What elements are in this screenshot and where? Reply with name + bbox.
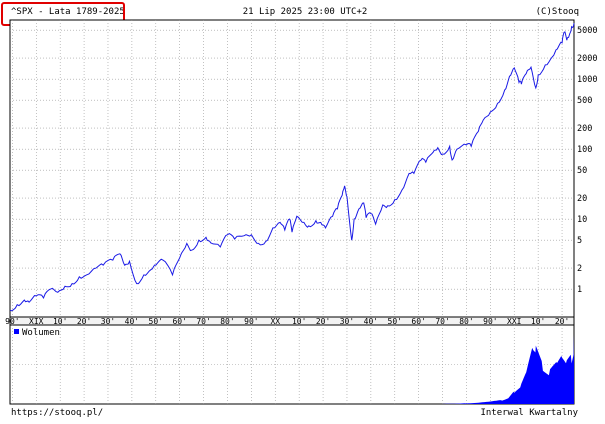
volume-grid [10, 325, 574, 404]
y-tick-label: 500 [577, 96, 592, 106]
price-series-line [9, 23, 575, 312]
x-tick-label: 10' [292, 317, 306, 326]
datetime-label: 21 Lip 2025 23:00 UTC+2 [243, 7, 368, 17]
x-tick-label: 10' [531, 317, 545, 326]
x-tick-label: 90' [483, 317, 497, 326]
x-tick-label: 80' [220, 317, 234, 326]
y-tick-label: 1 [577, 285, 582, 295]
y-tick-label: 5 [577, 236, 582, 246]
x-tick-label: 50' [388, 317, 402, 326]
x-tick-label: 20' [316, 317, 330, 326]
footer-interval: Interwal Kwartalny [480, 408, 578, 418]
x-tick-label: 70' [196, 317, 210, 326]
x-tick-label: 70' [435, 317, 449, 326]
x-tick-label: XX [270, 317, 280, 326]
y-tick-label: 10 [577, 215, 587, 225]
x-tick-label: 10' [53, 317, 67, 326]
x-tick-label: 60' [172, 317, 186, 326]
y-tick-label: 2 [577, 264, 582, 274]
symbol-title: ^SPX - Lata 1789-2025 [11, 7, 125, 17]
y-tick-label: 50 [577, 166, 587, 176]
x-tick-label: XXI [507, 317, 522, 326]
y-tick-label: 20 [577, 194, 587, 204]
y-tick-label: 200 [577, 124, 592, 134]
x-tick-label: 40' [364, 317, 378, 326]
y-tick-label: 1000 [577, 75, 597, 85]
x-tick-label: 90' [5, 317, 19, 326]
x-tick-label: 20' [77, 317, 91, 326]
y-tick-label: 2000 [577, 54, 597, 64]
x-tick-label: XIX [29, 317, 44, 326]
x-tick-label: 30' [340, 317, 354, 326]
x-tick-label: 90' [244, 317, 258, 326]
y-tick-label: 100 [577, 145, 592, 155]
y-axis-labels: 5000 2000 1000 500 200 100 50 20 10 5 2 1 [577, 26, 597, 295]
x-tick-label: 50' [149, 317, 163, 326]
x-tick-label: 20' [555, 317, 569, 326]
price-grid [10, 20, 574, 317]
volume-area [442, 334, 574, 404]
volume-legend-label: Wolumen [22, 328, 60, 338]
copyright-label: (C)Stooq [536, 7, 579, 17]
x-axis-labels: 90' XIX 10' 20' 30' 40' 50' 60' 70' 80' 90' XX 10' 20… [5, 317, 569, 326]
x-tick-label: 30' [101, 317, 115, 326]
x-tick-label: 60' [411, 317, 425, 326]
x-tick-label: 80' [459, 317, 473, 326]
volume-legend-swatch [14, 329, 19, 334]
y-tick-label: 5000 [577, 26, 597, 36]
price-panel [9, 19, 575, 318]
footer-url[interactable]: https://stooq.pl/ [11, 408, 103, 418]
x-tick-label: 40' [125, 317, 139, 326]
